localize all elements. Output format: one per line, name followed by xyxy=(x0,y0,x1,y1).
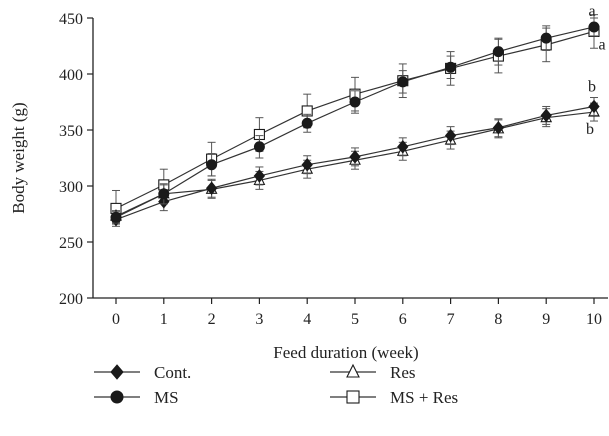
data-point xyxy=(397,76,409,88)
y-tick-label: 450 xyxy=(59,11,83,28)
x-tick-label: 0 xyxy=(112,311,120,328)
data-point xyxy=(588,99,600,114)
significance-letter: a xyxy=(598,36,605,53)
x-axis-label: Feed duration (week) xyxy=(273,343,418,362)
legend-label: MS + Res xyxy=(390,388,458,407)
data-point xyxy=(205,181,218,196)
chart-axes xyxy=(92,18,608,299)
data-point xyxy=(540,32,552,44)
data-point xyxy=(540,108,552,123)
significance-letter: b xyxy=(586,121,594,138)
legend-marker xyxy=(110,390,124,404)
series-ms xyxy=(110,17,600,224)
significance-letter: a xyxy=(588,3,595,20)
legend-marker xyxy=(110,364,124,380)
data-point xyxy=(110,211,122,223)
data-point xyxy=(588,21,600,33)
data-point xyxy=(253,141,265,153)
data-point xyxy=(445,61,457,73)
x-tick-label: 7 xyxy=(447,311,455,328)
x-tick-label: 5 xyxy=(351,311,359,328)
data-point xyxy=(253,169,266,183)
legend-item: MS + Res xyxy=(330,388,458,407)
series-cont xyxy=(110,97,600,227)
data-point xyxy=(397,140,409,154)
legend-item: Cont. xyxy=(94,363,191,382)
chart-series xyxy=(110,14,600,227)
x-tick-label: 3 xyxy=(255,311,263,328)
x-tick-label: 6 xyxy=(399,311,407,328)
legend-item: Res xyxy=(330,363,416,382)
x-tick-label: 8 xyxy=(494,311,502,328)
data-point xyxy=(444,128,457,143)
data-point xyxy=(206,159,218,171)
y-tick-label: 200 xyxy=(59,291,83,308)
significance-letter: b xyxy=(588,78,596,95)
data-point xyxy=(349,96,361,108)
series-line xyxy=(115,30,595,209)
legend-marker xyxy=(346,390,360,404)
data-point xyxy=(492,120,505,135)
x-tick-label: 9 xyxy=(542,311,550,328)
x-tick-label: 2 xyxy=(208,311,216,328)
y-tick-label: 300 xyxy=(59,179,83,196)
y-tick-label: 350 xyxy=(59,123,83,140)
x-tick-label: 1 xyxy=(160,311,168,328)
x-tick-label: 10 xyxy=(586,311,602,328)
legend-marker xyxy=(346,363,360,378)
legend-label: Res xyxy=(390,363,416,382)
x-tick-label: 4 xyxy=(303,311,311,328)
y-axis-label: Body weight (g) xyxy=(9,102,28,213)
legend-item: MS xyxy=(94,388,179,407)
significance-annotations: aa b b xyxy=(586,3,606,138)
legend-label: Cont. xyxy=(154,363,191,382)
data-point xyxy=(349,150,361,164)
data-point xyxy=(492,46,504,58)
data-point xyxy=(301,157,313,172)
chart-legend: Cont. MS Res MS + Res xyxy=(94,363,458,407)
data-point xyxy=(301,117,313,129)
legend-label: MS xyxy=(154,388,179,407)
data-point xyxy=(158,188,170,200)
y-tick-label: 250 xyxy=(59,235,83,252)
chart-ticks: 200 250 300 350 400 450 0 1 2 3 4 5 6 7 8 9 10 xyxy=(59,11,602,328)
y-tick-label: 400 xyxy=(59,67,83,84)
